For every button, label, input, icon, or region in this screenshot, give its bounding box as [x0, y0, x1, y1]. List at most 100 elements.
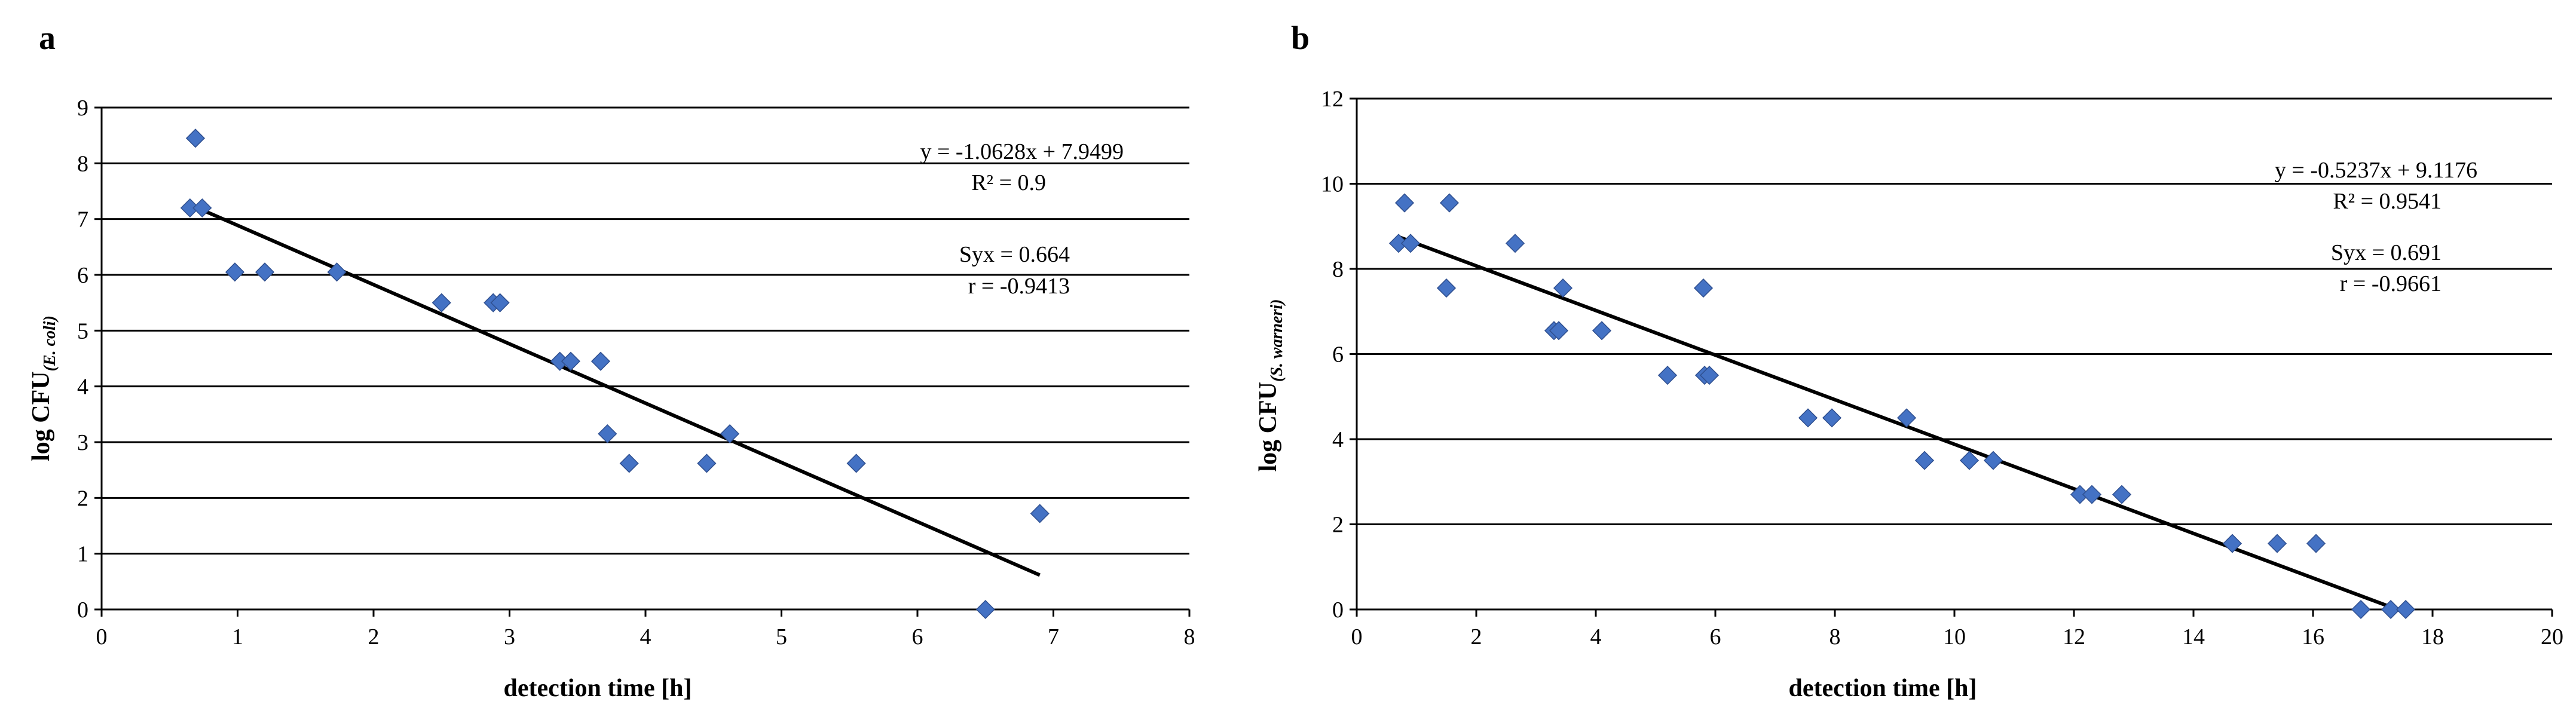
panel-b-data-point: [1439, 193, 1460, 213]
panel-a-x-tick-label: 2: [368, 624, 380, 649]
panel-a-x-tick-label: 6: [912, 624, 923, 649]
panel-b-y-label-sub: (S. warneri): [1268, 299, 1286, 382]
panel-a-y-tick-label: 0: [77, 598, 88, 623]
panel-a-data-point: [1030, 504, 1050, 523]
panel-a-data-point: [619, 454, 639, 473]
panel-a-y-tick-label: 3: [77, 430, 88, 455]
panel-a-data-point: [225, 262, 245, 282]
panel-b-x-tick-label: 4: [1590, 624, 1602, 649]
panel-a-equation: y = -1.0628x + 7.9499: [920, 139, 1124, 164]
panel-b-gridlines: [1357, 97, 2552, 525]
panel-a-y-tick-label: 5: [77, 318, 88, 344]
panel-b-y-axis-label: log CFU(S. warneri): [1255, 299, 1286, 472]
panel-a-data-point: [185, 128, 206, 148]
panel-b-r: r = -0.9661: [2340, 271, 2442, 296]
panel-b-x-tick-label: 20: [2541, 624, 2563, 649]
panel-b-label: b: [1291, 20, 1310, 57]
panel-b-x-tick-label: 10: [1943, 624, 1966, 649]
panel-a-x-tick-label: 0: [96, 624, 108, 649]
panel-b-y-tick-label: 6: [1332, 342, 1344, 367]
panel-b-data-point: [1699, 366, 1720, 385]
panel-a-axes: [94, 106, 1191, 617]
panel-b-x-tick-label: 2: [1471, 624, 1482, 649]
panel-a-data-point: [255, 262, 275, 282]
panel-b-x-tick-label: 0: [1351, 624, 1363, 649]
panel-b-data-point: [1592, 321, 1612, 341]
panel-a-x-tick-label: 1: [232, 624, 243, 649]
panel-a-trendline-line: [189, 203, 1041, 577]
panel-b-data-point: [2112, 485, 2132, 504]
panel-a-gridlines: [102, 106, 1189, 555]
panel-b-data-point: [2222, 534, 2242, 553]
panel-b-data-point: [1959, 451, 1980, 470]
panel-b: b 0 2 4 6 8 10 12 0 2 4 6 8 10 12 14 16 18 20 y = -0.523…: [1255, 20, 2563, 702]
panel-b-x-tick-label: 6: [1710, 624, 1721, 649]
panel-a-data-point: [591, 351, 610, 371]
panel-b-syx: Syx = 0.691: [2331, 240, 2442, 265]
panel-b-data-point: [1505, 234, 1525, 253]
panel-b-data-point: [1896, 408, 1917, 428]
panel-a-x-tick-labels: 0 1 2 3 4 5 6 7 8: [96, 624, 1195, 649]
panel-a-x-axis-label: detection time [h]: [504, 675, 692, 702]
panel-b-data-point: [2381, 599, 2401, 620]
panel-a-r: r = -0.9413: [968, 274, 1070, 299]
panel-b-data-points: [1388, 193, 2416, 620]
panel-b-data-point: [1400, 234, 1421, 253]
panel-b-y-tick-labels: 0 2 4 6 8 10 12: [1321, 87, 1344, 623]
panel-a: a 0 1 2 3 4 5 6 7 8 9 0 1 2 3 4 5 6 7 8 y = -1.0628x + 7.…: [27, 20, 1195, 702]
panel-a-label: a: [39, 20, 56, 57]
panel-b-y-tick-label: 2: [1332, 513, 1344, 538]
panel-b-data-point: [1394, 193, 1415, 213]
panel-a-trendline: [189, 203, 1041, 577]
panel-a-x-tick-label: 4: [640, 624, 651, 649]
panel-a-x-tick-label: 7: [1048, 624, 1059, 649]
panel-b-y-tick-label: 8: [1332, 257, 1344, 282]
panel-a-x-tick-label: 8: [1184, 624, 1195, 649]
panel-a-syx: Syx = 0.664: [959, 242, 1070, 267]
panel-a-data-point: [327, 262, 347, 282]
panel-b-data-point: [2082, 485, 2102, 504]
panel-b-y-tick-label: 4: [1332, 427, 1344, 452]
panel-b-y-label-main: log CFU: [1255, 382, 1282, 472]
panel-b-data-point: [1436, 278, 1457, 298]
panel-b-y-tick-label: 0: [1332, 598, 1344, 623]
panel-b-data-point: [1914, 451, 1935, 470]
panel-b-data-point: [2351, 599, 2371, 620]
panel-a-y-tick-label: 7: [77, 207, 88, 232]
panel-a-y-axis-label: log CFU(E. coli): [27, 315, 59, 461]
panel-b-trendline-line: [1397, 235, 2404, 614]
panel-a-data-point: [192, 198, 212, 218]
panel-b-data-point: [1553, 278, 1573, 298]
panel-a-y-tick-label: 8: [77, 151, 88, 176]
panel-b-x-tick-label: 12: [2063, 624, 2085, 649]
panel-a-data-point: [975, 599, 995, 620]
panel-b-equation: y = -0.5237x + 9.1176: [2275, 158, 2477, 183]
panel-a-data-point: [846, 454, 866, 473]
panel-b-x-tick-label: 16: [2302, 624, 2324, 649]
panel-b-x-tick-label: 14: [2182, 624, 2205, 649]
panel-a-y-tick-label: 6: [77, 263, 88, 288]
panel-b-x-tick-label: 18: [2421, 624, 2444, 649]
panel-a-data-points: [180, 128, 1050, 620]
panel-b-y-tick-label: 10: [1321, 172, 1344, 197]
panel-a-data-point: [490, 293, 510, 312]
panel-a-y-label-sub: (E. coli): [41, 315, 59, 371]
panel-b-data-point: [2306, 534, 2326, 553]
panel-b-data-point: [1798, 408, 1818, 428]
panel-b-x-tick-label: 8: [1829, 624, 1841, 649]
panel-b-data-point: [2267, 534, 2287, 553]
panel-b-data-point: [1657, 366, 1678, 385]
panel-b-data-point: [1822, 408, 1842, 428]
panel-a-data-point: [697, 454, 717, 473]
panel-b-data-point: [1693, 278, 1714, 298]
panel-a-data-point: [561, 351, 580, 371]
panel-a-data-point: [432, 293, 451, 312]
panel-b-data-point: [2396, 599, 2416, 620]
panel-b-data-point: [1549, 321, 1569, 341]
panel-a-y-tick-label: 4: [77, 375, 88, 400]
panel-b-x-axis-label: detection time [h]: [1789, 675, 1977, 702]
panel-a-y-tick-label: 9: [77, 96, 88, 121]
panel-a-y-tick-label: 1: [77, 542, 88, 567]
panel-b-x-tick-labels: 0 2 4 6 8 10 12 14 16 18 20: [1351, 624, 2564, 649]
